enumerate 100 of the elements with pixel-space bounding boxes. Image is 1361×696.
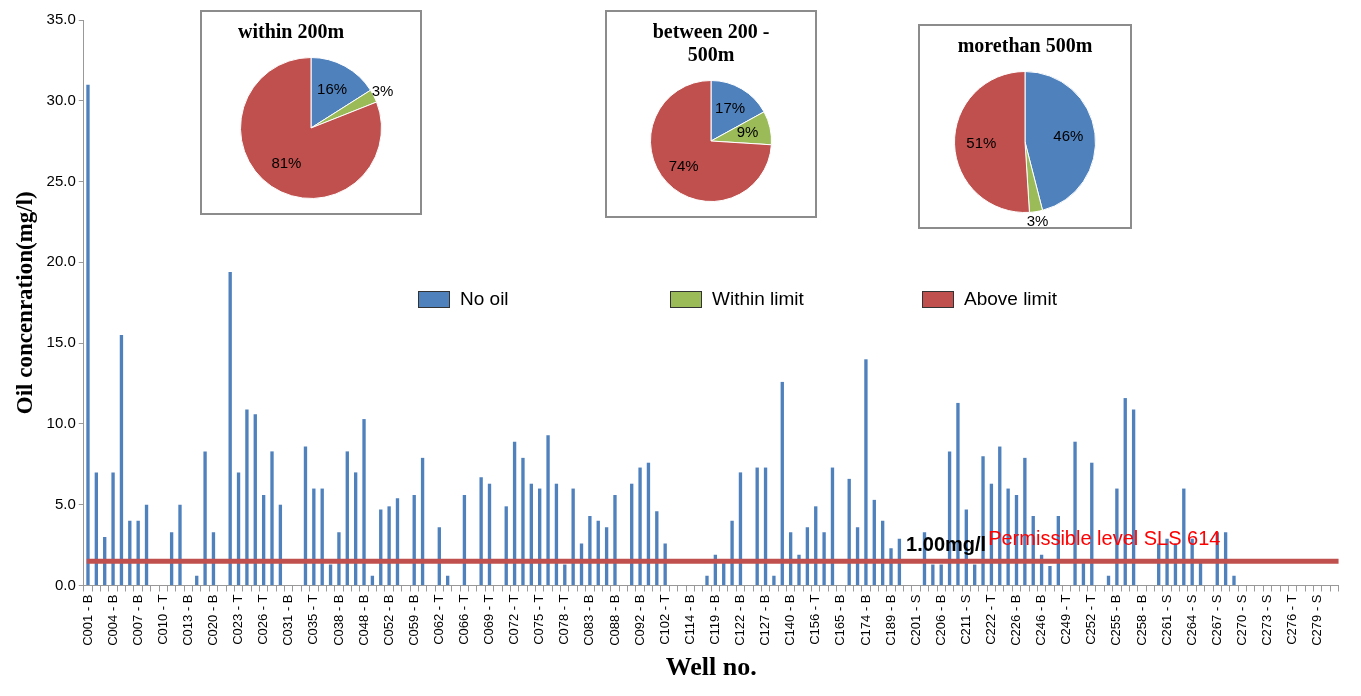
x-tick-label: C267 - S — [1208, 594, 1224, 646]
x-tick-label: C072 - T — [506, 594, 522, 645]
x-tick-label: C156 - T — [807, 594, 823, 645]
x-tick-label: C264 - S — [1183, 594, 1199, 646]
bar — [86, 84, 90, 585]
x-tick-label: C069 - T — [481, 594, 497, 645]
x-tick-label: C261 - S — [1158, 594, 1174, 646]
bar — [973, 564, 977, 585]
bar — [772, 575, 776, 585]
legend-label: No oil — [460, 288, 510, 310]
y-tick-label: 25.0 — [46, 171, 76, 189]
x-tick-label: C004 - B — [104, 594, 120, 646]
bar — [588, 516, 592, 585]
x-tick-label: C246 - B — [1033, 594, 1049, 646]
x-tick-label: C276 - T — [1284, 594, 1300, 645]
x-tick-label: C066 - T — [455, 594, 471, 645]
bar — [638, 467, 642, 585]
x-tick-label: C279 - S — [1309, 594, 1325, 646]
data-label: 9% — [736, 122, 759, 140]
x-tick-label: C052 - B — [380, 594, 396, 646]
bar — [337, 532, 341, 585]
data-label: 46% — [1053, 126, 1084, 144]
bar — [245, 409, 249, 585]
x-axis-title: Well no. — [665, 652, 757, 682]
chart-title: morethan 500m — [956, 33, 1094, 57]
bar — [1048, 566, 1052, 585]
x-tick-label: C102 - T — [656, 594, 672, 645]
x-tick-label: C255 - B — [1108, 594, 1124, 646]
y-tick-label: 0.0 — [54, 575, 76, 593]
bar — [387, 506, 391, 585]
x-tick-label: C059 - B — [405, 594, 421, 646]
x-tick-label: C062 - T — [430, 594, 446, 645]
x-tick-label: C023 - T — [230, 594, 246, 645]
x-tick-label: C092 - B — [631, 594, 647, 646]
x-tick-label: C026 - T — [255, 594, 271, 645]
x-tick-label: C189 - B — [882, 594, 898, 646]
x-tick-label: C127 - B — [757, 594, 773, 646]
data-label: 51% — [966, 133, 997, 151]
y-tick-label: 20.0 — [46, 252, 76, 270]
y-tick-label: 35.0 — [46, 10, 76, 28]
data-label: 3% — [371, 81, 394, 99]
y-axis-title: Oil concenration(mg/l) — [11, 191, 37, 415]
x-tick-label: C001 - B — [79, 594, 95, 646]
x-tick-label: C038 - B — [330, 594, 346, 646]
bar — [328, 564, 333, 585]
bar — [613, 495, 617, 585]
bar — [730, 520, 734, 585]
x-tick-label: C226 - B — [1008, 594, 1024, 646]
x-tick-label: C140 - B — [782, 594, 798, 646]
x-tick-label: C035 - T — [305, 594, 321, 645]
bar — [546, 435, 550, 585]
chart-title: within 200m — [237, 19, 346, 43]
bar — [931, 564, 935, 585]
x-tick-label: C010 - T — [154, 594, 170, 645]
x-tick-label: C013 - B — [179, 594, 195, 646]
x-tick-label: C075 - T — [531, 594, 547, 645]
data-label: 3% — [1026, 211, 1049, 229]
y-tick-label: 5.0 — [54, 494, 76, 512]
x-tick-label: C222 - T — [982, 594, 998, 645]
y-tick-label: 10.0 — [46, 414, 76, 432]
bar — [178, 504, 182, 585]
x-tick-label: C114 - B — [681, 594, 697, 645]
x-tick-label: C270 - S — [1233, 594, 1249, 646]
x-tick-label: C122 - B — [732, 594, 748, 646]
bar — [571, 488, 575, 585]
bar — [111, 472, 115, 585]
data-label: 81% — [271, 154, 302, 172]
y-tick-label: 30.0 — [46, 90, 76, 108]
bar — [521, 457, 525, 585]
data-label: 74% — [668, 156, 699, 174]
data-label: 17% — [715, 98, 746, 116]
x-tick-label: C258 - B — [1133, 594, 1149, 646]
bar — [312, 488, 316, 585]
bar — [270, 451, 274, 585]
bar — [479, 477, 483, 585]
bar — [136, 520, 140, 585]
bar — [362, 419, 366, 585]
bar — [203, 451, 207, 585]
x-tick-label: C252 - T — [1083, 594, 1099, 645]
x-tick-label: C088 - B — [606, 594, 622, 646]
bar — [864, 359, 868, 585]
bar — [939, 564, 943, 585]
data-label: 16% — [317, 79, 348, 97]
x-tick-label: C078 - T — [556, 594, 572, 645]
bar — [563, 564, 567, 585]
y-tick-label: 15.0 — [46, 333, 76, 351]
x-tick-label: C249 - T — [1058, 594, 1074, 645]
x-tick-label: C174 - B — [857, 594, 873, 646]
legend-label: Within limit — [712, 288, 805, 310]
x-tick-label: C273 - S — [1259, 594, 1275, 646]
x-tick-label: C031 - B — [280, 594, 296, 646]
x-tick-label: C020 - B — [205, 594, 221, 646]
x-tick-label: C211 - S — [957, 594, 973, 645]
x-tick-label: C206 - B — [932, 594, 948, 646]
x-tick-label: C083 - B — [581, 594, 597, 646]
x-tick-label: C201 - S — [907, 594, 923, 646]
x-tick-label: C048 - B — [355, 594, 371, 646]
bar — [1232, 575, 1236, 585]
x-tick-label: C119 - B — [706, 594, 722, 645]
x-tick-label: C165 - B — [832, 594, 848, 646]
